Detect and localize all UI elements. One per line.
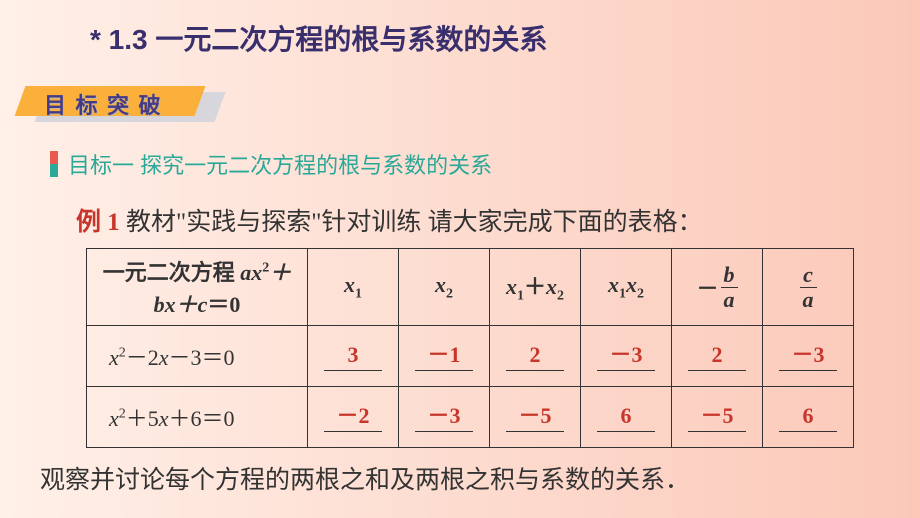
- cell-r2-x1: －2: [308, 387, 399, 448]
- ans-r1-prod: －3: [597, 341, 655, 372]
- goal-mark-icon: [50, 151, 58, 177]
- header-ca: ca: [763, 249, 854, 326]
- ans-r1-x2: －1: [415, 341, 473, 372]
- table-row: x2－2x－3＝0 3 －1 2 －3 2 －3: [87, 326, 854, 387]
- table-row: x2＋5x＋6＝0 －2 －3 －5 6 －5 6: [87, 387, 854, 448]
- example-number: 例 1: [76, 209, 120, 236]
- ans-r1-nba: 2: [688, 341, 746, 372]
- eq2: x2＋5x＋6＝0: [87, 387, 308, 448]
- hpb: x: [626, 272, 637, 297]
- ans-r1-ca: －3: [779, 341, 837, 372]
- table-header-row: 一元二次方程 ax2＋ bx＋c＝0 x1 x2 x1＋x2 x1x2 －ba …: [87, 249, 854, 326]
- ans-r2-nba: －5: [688, 402, 746, 433]
- ans-r1-x1: 3: [324, 341, 382, 372]
- hdr-cn1: 一元二次方程: [103, 260, 241, 285]
- cell-r1-x1: 3: [308, 326, 399, 387]
- eq1: x2－2x－3＝0: [87, 326, 308, 387]
- ans-r2-sum: －5: [506, 402, 564, 433]
- ans-r2-x2: －3: [415, 402, 473, 433]
- ans-r2-prod: 6: [597, 402, 655, 433]
- header-prod: x1x2: [581, 249, 672, 326]
- cell-r2-prod: 6: [581, 387, 672, 448]
- cell-r1-nba: 2: [672, 326, 763, 387]
- cell-r2-ca: 6: [763, 387, 854, 448]
- hneg: －: [696, 276, 718, 301]
- banner-label: 目 标 突 破: [44, 88, 163, 120]
- footer-instruction: 观察并讨论每个方程的两根之和及两根之积与系数的关系．: [40, 460, 890, 496]
- example-line: 例 1 教材"实践与探索"针对训练 请大家完成下面的表格：: [76, 202, 890, 238]
- hdr-cn2: ＝0: [207, 292, 240, 317]
- header-neg-ba: －ba: [672, 249, 763, 326]
- hsp: ＋: [524, 274, 546, 299]
- hsa: x: [506, 274, 517, 299]
- cell-r2-nba: －5: [672, 387, 763, 448]
- slide-page: * 1.3 一元二次方程的根与系数的关系 目 标 突 破 目标一 探究一元二次方…: [0, 0, 920, 496]
- header-sum: x1＋x2: [490, 249, 581, 326]
- section-title: * 1.3 一元二次方程的根与系数的关系: [90, 18, 890, 58]
- cell-r1-x2: －1: [399, 326, 490, 387]
- hx2: x: [435, 272, 446, 297]
- goal-banner: 目 标 突 破: [10, 86, 230, 124]
- header-x2: x2: [399, 249, 490, 326]
- goal-one: 目标一 探究一元二次方程的根与系数的关系: [50, 148, 890, 180]
- hpa: x: [608, 272, 619, 297]
- equation-table: 一元二次方程 ax2＋ bx＋c＝0 x1 x2 x1＋x2 x1x2 －ba …: [86, 248, 854, 448]
- ans-r2-ca: 6: [779, 402, 837, 433]
- table-wrap: 一元二次方程 ax2＋ bx＋c＝0 x1 x2 x1＋x2 x1x2 －ba …: [86, 248, 850, 448]
- cell-r2-x2: －3: [399, 387, 490, 448]
- hsb: x: [546, 274, 557, 299]
- ans-r1-sum: 2: [506, 341, 564, 372]
- header-x1: x1: [308, 249, 399, 326]
- cell-r1-sum: 2: [490, 326, 581, 387]
- goal-text: 目标一 探究一元二次方程的根与系数的关系: [68, 148, 492, 180]
- cell-r1-ca: －3: [763, 326, 854, 387]
- example-text: 教材"实践与探索"针对训练 请大家完成下面的表格：: [120, 209, 703, 236]
- cell-r2-sum: －5: [490, 387, 581, 448]
- ans-r2-x1: －2: [324, 402, 382, 433]
- hx1: x: [344, 272, 355, 297]
- cell-r1-prod: －3: [581, 326, 672, 387]
- header-equation: 一元二次方程 ax2＋ bx＋c＝0: [87, 249, 308, 326]
